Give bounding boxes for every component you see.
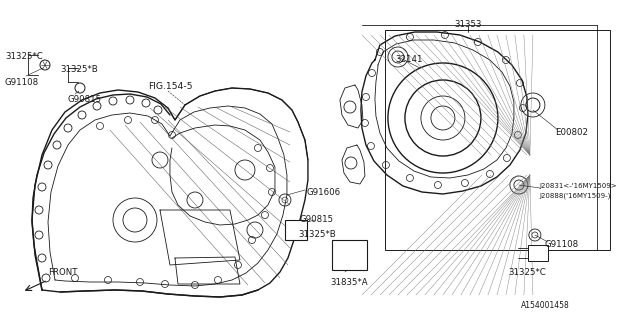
Bar <box>285 220 307 240</box>
Text: 32141: 32141 <box>395 55 422 64</box>
Bar <box>332 240 367 270</box>
Text: FRONT: FRONT <box>48 268 77 277</box>
Text: G90815: G90815 <box>68 95 102 104</box>
Text: J20831<-'16MY1509>: J20831<-'16MY1509> <box>540 183 618 189</box>
Text: A154001458: A154001458 <box>521 301 570 310</box>
Text: 31325*C: 31325*C <box>508 268 546 277</box>
Circle shape <box>388 47 408 67</box>
Text: 31325*B: 31325*B <box>60 65 98 74</box>
Circle shape <box>510 176 528 194</box>
Text: J20888('16MY1509-): J20888('16MY1509-) <box>540 192 611 198</box>
Text: E00802: E00802 <box>555 128 588 137</box>
Circle shape <box>40 60 50 70</box>
Circle shape <box>521 93 545 117</box>
Circle shape <box>341 247 357 263</box>
Text: G91606: G91606 <box>307 188 341 197</box>
Text: 31353: 31353 <box>454 20 482 29</box>
Text: G90815: G90815 <box>300 215 334 224</box>
Circle shape <box>533 248 543 258</box>
Text: 31835*A: 31835*A <box>330 278 367 287</box>
Bar <box>528 245 548 261</box>
Circle shape <box>289 223 303 237</box>
Text: 31325*B: 31325*B <box>298 230 336 239</box>
Text: G91108: G91108 <box>545 240 579 249</box>
Text: G91108: G91108 <box>5 78 39 87</box>
Circle shape <box>529 229 541 241</box>
Bar <box>385 30 610 250</box>
Circle shape <box>75 83 85 93</box>
Text: FIG.154-5: FIG.154-5 <box>148 82 193 91</box>
Text: 31325*C: 31325*C <box>5 52 43 61</box>
